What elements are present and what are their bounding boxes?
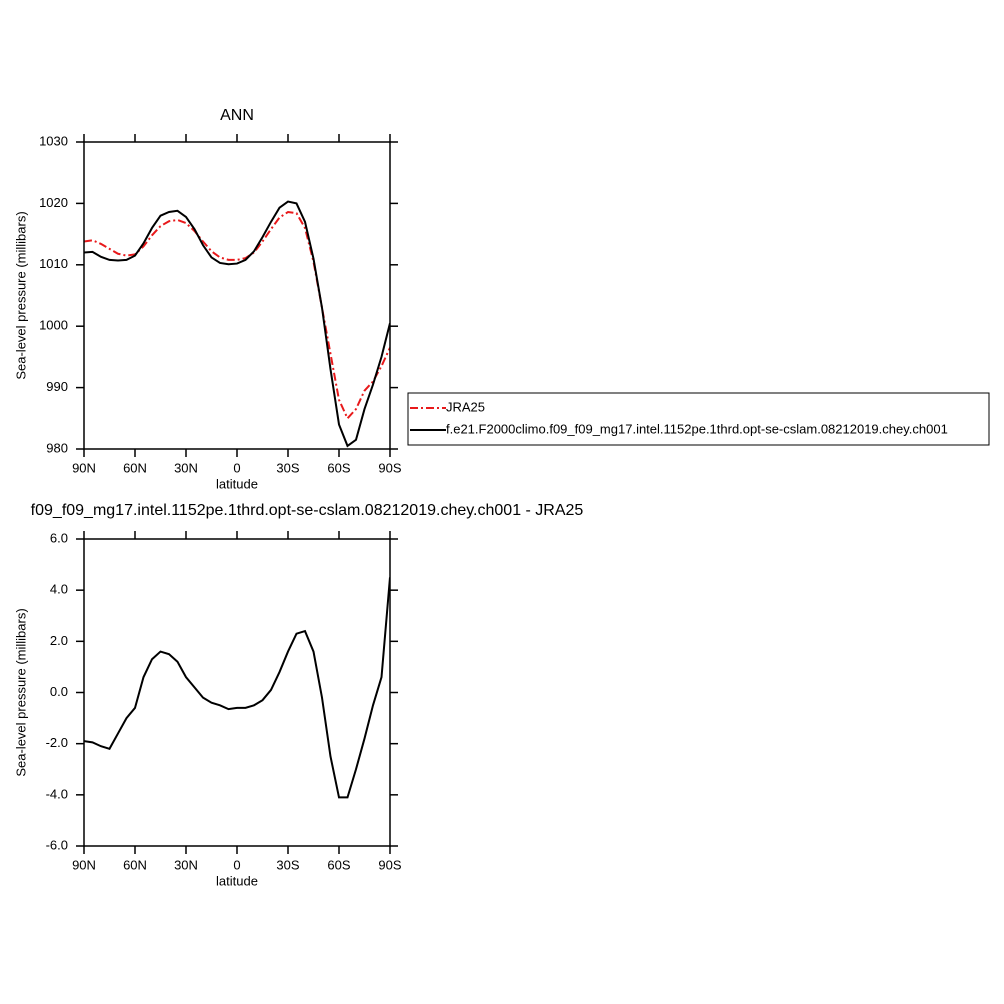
y-tick-label: -6.0	[46, 837, 68, 852]
x-tick-label: 60S	[327, 857, 350, 872]
y-tick-label: 990	[46, 379, 68, 394]
x-tick-label: 30N	[174, 857, 198, 872]
y-tick-label: 1010	[39, 256, 68, 271]
x-tick-label: 30S	[276, 857, 299, 872]
chart-title: f09_f09_mg17.intel.1152pe.1thrd.opt-se-c…	[31, 502, 584, 519]
x-tick-label: 60N	[123, 460, 147, 475]
y-axis-label: Sea-level pressure (millibars)	[13, 608, 28, 776]
legend-label: JRA25	[446, 399, 485, 414]
x-axis-label: latitude	[216, 476, 258, 491]
y-axis-label: Sea-level pressure (millibars)	[13, 211, 28, 379]
legend-box	[407, 392, 990, 446]
y-tick-label: 2.0	[50, 633, 68, 648]
x-tick-label: 30S	[276, 460, 299, 475]
x-tick-label: 30N	[174, 460, 198, 475]
x-tick-label: 90S	[378, 857, 401, 872]
y-tick-label: -4.0	[46, 786, 68, 801]
x-tick-label: 90N	[72, 460, 96, 475]
chart-title: ANN	[220, 107, 254, 124]
y-tick-label: 0.0	[50, 684, 68, 699]
data-line	[84, 200, 390, 448]
data-line	[84, 577, 390, 799]
plot-frame	[83, 538, 391, 847]
y-tick-label: 980	[46, 440, 68, 455]
y-tick-label: 1030	[39, 133, 68, 148]
x-axis-label: latitude	[216, 873, 258, 888]
y-tick-label: -2.0	[46, 735, 68, 750]
x-tick-label: 0	[233, 857, 240, 872]
y-tick-label: 1000	[39, 318, 68, 333]
x-tick-label: 90N	[72, 857, 96, 872]
legend-label: f.e21.F2000climo.f09_f09_mg17.intel.1152…	[446, 421, 948, 436]
x-tick-label: 60N	[123, 857, 147, 872]
x-tick-label: 90S	[378, 460, 401, 475]
x-tick-label: 60S	[327, 460, 350, 475]
plot-frame	[83, 141, 391, 450]
y-tick-label: 4.0	[50, 582, 68, 597]
data-line	[84, 210, 390, 421]
y-tick-label: 6.0	[50, 530, 68, 545]
x-tick-label: 0	[233, 460, 240, 475]
y-tick-label: 1020	[39, 195, 68, 210]
